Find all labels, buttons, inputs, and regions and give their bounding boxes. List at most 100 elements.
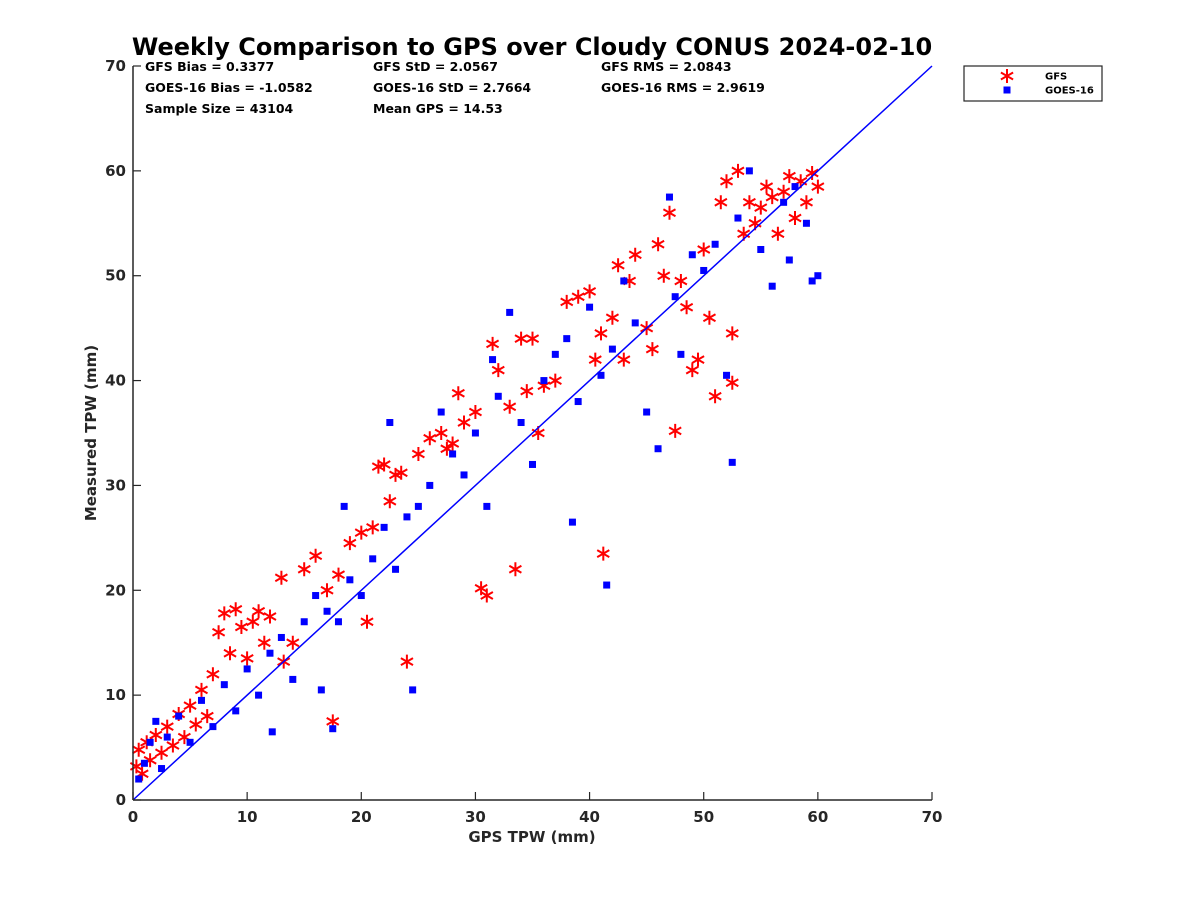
data-point-goes16: [369, 555, 377, 563]
plot-area: [129, 65, 933, 801]
y-tick-label: 50: [105, 267, 126, 285]
data-point-gfs: [611, 258, 625, 273]
stat-text: GOES-16 Bias = -1.0582: [145, 80, 313, 95]
stat-text: GFS StD = 2.0567: [373, 59, 498, 74]
data-point-goes16: [357, 592, 365, 600]
data-point-goes16: [540, 377, 548, 385]
data-point-gfs: [765, 190, 779, 205]
data-point-gfs: [343, 536, 357, 551]
data-point-gfs: [514, 331, 528, 346]
data-point-gfs: [383, 494, 397, 509]
data-point-gfs: [594, 326, 608, 341]
stat-text: Mean GPS = 14.53: [373, 101, 503, 116]
data-point-gfs: [457, 415, 471, 430]
data-point-goes16: [563, 335, 571, 343]
x-tick-label: 20: [351, 808, 372, 826]
y-tick-label: 60: [105, 162, 126, 180]
y-tick-label: 70: [105, 57, 126, 75]
data-point-goes16: [426, 481, 434, 489]
data-point-goes16: [745, 167, 753, 175]
data-point-gfs: [206, 667, 220, 682]
data-point-gfs: [160, 719, 174, 734]
data-point-goes16: [620, 277, 628, 285]
data-point-goes16: [814, 272, 822, 280]
data-point-gfs: [377, 457, 391, 472]
data-point-gfs: [451, 386, 465, 401]
data-point-goes16: [597, 371, 605, 379]
stat-text: GOES-16 StD = 2.7664: [373, 80, 531, 95]
x-tick-label: 70: [922, 808, 943, 826]
data-point-goes16: [723, 371, 731, 379]
legend-marker-gfs: [1000, 69, 1014, 83]
data-point-gfs: [411, 447, 425, 461]
data-point-gfs: [651, 237, 665, 252]
data-point-gfs: [691, 352, 705, 367]
x-tick-label: 30: [465, 808, 486, 826]
data-point-goes16: [768, 282, 776, 290]
data-point-gfs: [223, 646, 237, 661]
data-point-gfs: [788, 211, 802, 225]
data-point-goes16: [346, 576, 354, 584]
data-point-gfs: [525, 331, 540, 346]
data-point-goes16: [220, 681, 228, 689]
data-point-goes16: [329, 725, 337, 733]
data-point-goes16: [140, 759, 148, 767]
data-point-gfs: [588, 352, 602, 367]
data-point-goes16: [186, 738, 194, 746]
data-point-goes16: [312, 592, 320, 600]
data-point-gfs: [394, 465, 408, 480]
data-point-goes16: [289, 675, 297, 683]
chart-title: Weekly Comparison to GPS over Cloudy CON…: [132, 33, 932, 61]
stat-text: Sample Size = 43104: [145, 101, 294, 116]
data-point-goes16: [277, 633, 285, 641]
data-point-gfs: [286, 635, 300, 650]
data-point-gfs: [714, 195, 728, 210]
data-point-gfs: [485, 336, 500, 351]
data-point-gfs: [645, 342, 659, 357]
data-point-goes16: [700, 266, 708, 274]
data-point-goes16: [409, 686, 417, 694]
data-point-goes16: [334, 618, 342, 626]
data-point-gfs: [251, 604, 266, 619]
data-point-gfs: [263, 609, 277, 624]
data-point-goes16: [175, 712, 183, 720]
data-point-gfs: [194, 682, 209, 697]
data-point-goes16: [494, 392, 502, 400]
data-point-goes16: [529, 460, 536, 468]
y-axis-label: Measured TPW (mm): [82, 345, 100, 521]
data-point-gfs: [628, 247, 642, 262]
data-point-goes16: [506, 308, 514, 316]
legend-marker-goes16: [1003, 86, 1011, 94]
data-point-gfs: [560, 294, 574, 309]
stat-text: GOES-16 RMS = 2.9619: [601, 80, 765, 95]
one-to-one-line: [132, 65, 933, 801]
data-point-goes16: [243, 665, 251, 673]
stat-text: GFS Bias = 0.3377: [145, 59, 274, 74]
data-point-gfs: [725, 375, 739, 390]
data-point-gfs: [320, 583, 334, 598]
legend-box: [963, 65, 1103, 102]
data-point-gfs: [680, 300, 694, 315]
data-point-gfs: [229, 602, 243, 617]
data-point-gfs: [708, 389, 722, 404]
data-point-gfs: [725, 326, 739, 341]
data-point-gfs: [508, 562, 522, 577]
data-point-goes16: [785, 256, 793, 264]
x-tick-label: 60: [807, 808, 828, 826]
data-point-gfs: [503, 399, 517, 414]
x-axis-label: GPS TPW (mm): [468, 828, 595, 846]
data-point-goes16: [665, 193, 673, 201]
data-point-gfs: [217, 606, 231, 621]
x-tick-label: 40: [579, 808, 600, 826]
data-point-gfs: [520, 384, 534, 399]
data-point-goes16: [471, 429, 479, 437]
data-point-gfs: [731, 163, 745, 178]
y-tick-label: 40: [105, 372, 126, 390]
data-point-gfs: [446, 436, 460, 451]
data-point-gfs: [719, 174, 734, 189]
data-point-gfs: [200, 709, 214, 724]
data-point-goes16: [802, 219, 810, 227]
data-point-goes16: [392, 565, 400, 573]
data-point-goes16: [449, 450, 457, 458]
